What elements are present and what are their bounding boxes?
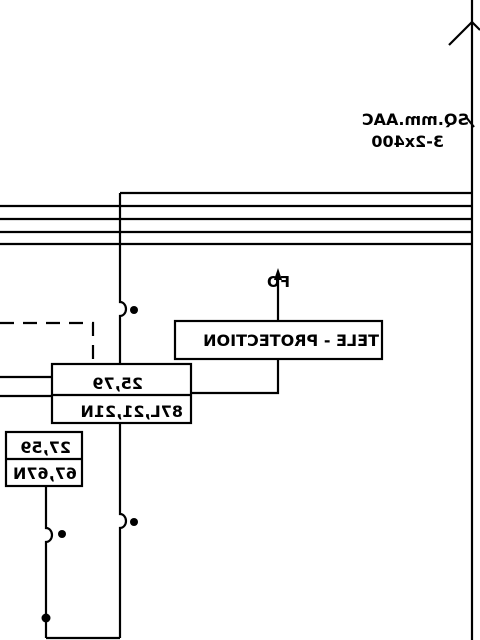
main-vertical-conductor (118, 193, 128, 364)
small-relay-conductor (44, 486, 54, 620)
ct-dot-upper (130, 306, 138, 314)
relay-to-teleprotection-line (191, 359, 280, 395)
cable-spec-line1: SQ.mm.AAC (362, 110, 469, 129)
ct-dot-left (58, 530, 66, 538)
main-relay-box (50, 362, 193, 425)
fo-label: FO (267, 273, 290, 291)
feeder-arrow (448, 20, 480, 46)
teleprotection-label: TELE - PROTECTION (203, 331, 379, 350)
small-relay-top-label: 27,59 (20, 438, 71, 457)
small-relay-bottom-label: 67,67N (13, 464, 77, 483)
main-relay-top-label: 25,79 (92, 374, 143, 393)
dashed-signal-line (0, 321, 95, 364)
lower-vertical-conductor (118, 423, 128, 638)
fo-arrow-head (274, 268, 282, 280)
bus-bars (0, 204, 472, 246)
cable-spec-line2: 3-2x400 (371, 132, 444, 151)
ct-dot-lower (130, 518, 138, 526)
cable-spec-leader (465, 116, 475, 128)
teleprotection-box (173, 319, 384, 361)
junction-dot (41, 613, 51, 623)
main-relay-bottom-label: 87L,21,21N (80, 402, 183, 421)
